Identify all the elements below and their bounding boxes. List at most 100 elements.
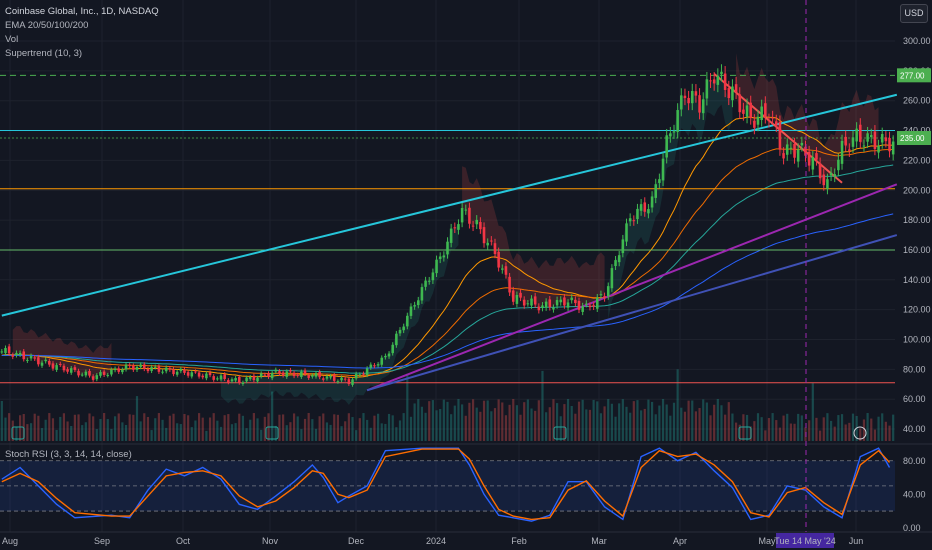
candle xyxy=(789,147,793,149)
candle xyxy=(263,374,267,376)
price-tick-label: 80.00 xyxy=(903,364,926,374)
candle xyxy=(365,368,369,376)
candle xyxy=(493,243,497,255)
supertrend-band xyxy=(12,326,112,380)
time-tick-label: 2024 xyxy=(426,536,446,546)
candle xyxy=(438,256,442,259)
volume-bar xyxy=(640,410,643,441)
volume-bar xyxy=(230,424,234,441)
candle xyxy=(4,348,7,354)
candle xyxy=(88,370,91,376)
price-axis[interactable]: 300.00280.00260.00240.00220.00200.00180.… xyxy=(897,36,931,533)
indicator-ema[interactable]: EMA 20/50/100/200 xyxy=(5,20,89,31)
supertrend-band xyxy=(736,53,879,186)
volume-bar xyxy=(534,410,537,441)
candle xyxy=(84,371,88,376)
crosshair-date-label: Tue 14 May '24 xyxy=(774,536,835,546)
volume-bar xyxy=(154,418,157,441)
candle xyxy=(354,373,358,379)
candle xyxy=(80,374,84,376)
volume-bar xyxy=(113,416,117,441)
volume-bar xyxy=(216,420,219,441)
candle xyxy=(150,367,153,371)
volume-bar xyxy=(767,418,771,441)
volume-bar xyxy=(208,417,212,441)
volume-bar xyxy=(537,400,540,441)
volume-bar xyxy=(468,402,471,441)
volume-bar xyxy=(351,417,354,441)
candle xyxy=(406,315,409,327)
candle xyxy=(223,374,226,379)
volume-bar xyxy=(764,430,767,441)
stoch-rsi-title[interactable]: Stoch RSI (3, 3, 14, 14, close) xyxy=(5,449,132,460)
volume-bar xyxy=(252,413,255,441)
symbol-title[interactable]: Coinbase Global, Inc., 1D, NASDAQ xyxy=(5,6,159,17)
candle xyxy=(508,276,511,293)
candle xyxy=(161,371,164,373)
currency-button[interactable]: USD xyxy=(900,4,928,23)
volume-bar xyxy=(596,401,599,441)
candle xyxy=(73,367,77,370)
candle xyxy=(632,220,636,222)
candle xyxy=(278,371,281,374)
candle xyxy=(245,377,248,382)
trendlines xyxy=(1,73,898,392)
candle xyxy=(701,99,705,114)
candle xyxy=(256,377,259,382)
trendline xyxy=(1,93,898,317)
candle xyxy=(332,374,336,381)
indicator-supertrend[interactable]: Supertrend (10, 3) xyxy=(5,48,83,59)
volume-bar xyxy=(139,421,142,441)
candle xyxy=(416,300,420,306)
volume-bar xyxy=(59,416,62,441)
volume-bar xyxy=(574,413,577,441)
candle xyxy=(599,294,603,296)
volume-bar xyxy=(197,413,201,441)
candle xyxy=(497,251,500,268)
volume-bar xyxy=(734,422,738,441)
volume-bar xyxy=(329,424,332,441)
volume-bar xyxy=(742,414,745,441)
price-tick-label: 180.00 xyxy=(903,215,931,225)
candle xyxy=(778,122,782,150)
volume-bar xyxy=(709,415,712,441)
candle xyxy=(855,128,858,142)
candle xyxy=(592,305,595,307)
candle xyxy=(541,305,544,309)
volume-bar xyxy=(238,413,241,441)
candle xyxy=(340,377,343,381)
time-axis[interactable]: Aug Sep Oct Nov Dec 2024 Feb Mar Apr May Jun xyxy=(0,531,932,546)
volume-bar xyxy=(51,418,55,441)
volume-bar xyxy=(720,405,723,441)
supertrend-band xyxy=(608,71,733,319)
candle xyxy=(501,268,504,270)
indicator-vol[interactable]: Vol xyxy=(5,34,19,45)
candle xyxy=(486,242,489,246)
candle xyxy=(844,136,847,146)
volume-bar xyxy=(479,411,482,441)
volume-bar xyxy=(314,428,318,441)
time-tick-label: Sep xyxy=(94,536,110,546)
volume-bar xyxy=(157,413,161,441)
volume-bar xyxy=(691,400,694,441)
candle xyxy=(179,368,183,372)
volume-bar xyxy=(355,430,358,441)
candle xyxy=(168,368,172,370)
candle xyxy=(833,174,837,177)
candle xyxy=(186,372,190,376)
volume-bar xyxy=(760,417,763,441)
ema-line xyxy=(1,213,894,369)
candle xyxy=(566,302,570,308)
candle xyxy=(292,372,296,377)
volume-bar xyxy=(366,419,369,441)
candle xyxy=(475,219,479,225)
candle xyxy=(698,95,701,113)
candle xyxy=(205,373,208,379)
volume-bar xyxy=(840,414,844,441)
candle xyxy=(650,196,654,208)
price-tick-label: 60.00 xyxy=(903,394,926,404)
volume-bar xyxy=(99,418,102,441)
candle xyxy=(296,374,300,376)
volume-bar xyxy=(146,416,150,441)
